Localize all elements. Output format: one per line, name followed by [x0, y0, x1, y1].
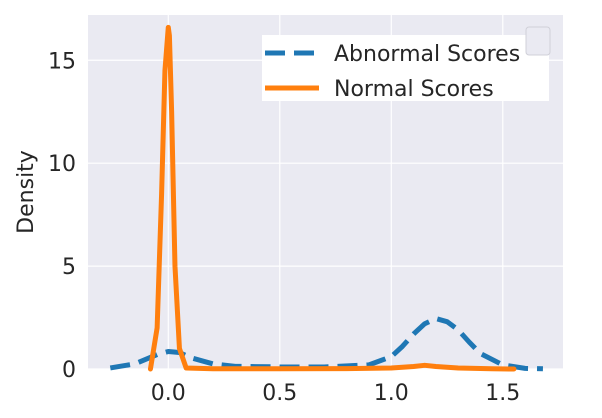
legend-label-abnormal: Abnormal Scores	[334, 42, 520, 67]
x-tick-label: 0.5	[262, 381, 297, 406]
legend-empty-handle	[525, 26, 551, 56]
x-tick-label: 1.0	[374, 381, 409, 406]
legend: Abnormal Scores Normal Scores	[262, 26, 551, 102]
x-tick-label: 0.0	[151, 381, 186, 406]
y-tick-label: 15	[48, 49, 76, 74]
y-tick-label: 10	[48, 152, 76, 177]
tick-labels: 0.0 0.5 1.0 1.5 0 5 10 15	[48, 49, 520, 406]
y-tick-label: 0	[62, 358, 76, 383]
y-axis-label: Density	[14, 150, 39, 234]
series-line-abnormal	[109, 316, 543, 372]
y-tick-label: 5	[62, 255, 76, 280]
series-line-normal	[147, 24, 517, 372]
series-layer	[109, 24, 543, 372]
x-tick-label: 1.5	[485, 381, 520, 406]
legend-label-normal: Normal Scores	[334, 77, 494, 102]
